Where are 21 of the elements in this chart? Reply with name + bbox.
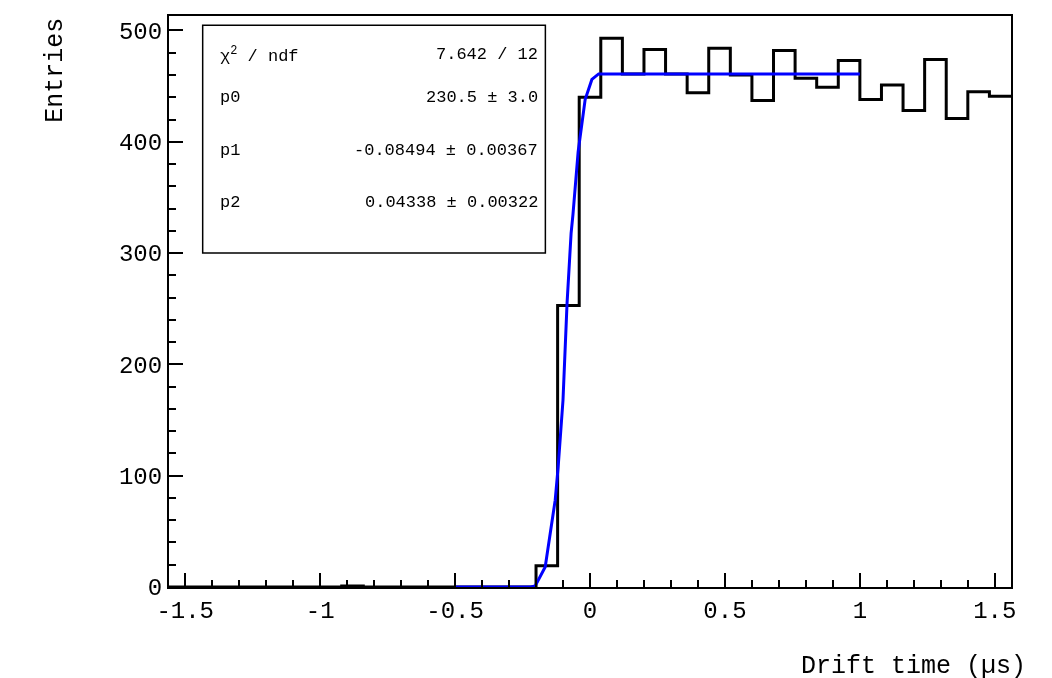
annotation: 0.04338 ± 0.00322	[365, 193, 539, 212]
x-tick-label: 0.5	[703, 597, 747, 625]
y-tick-label: 200	[118, 352, 163, 380]
annotation: p2	[220, 193, 241, 212]
annotation: p0	[220, 88, 241, 107]
x-tick-label: 1	[852, 597, 868, 625]
y-tick-label: 500	[118, 18, 163, 46]
x-tick-label: 1.5	[973, 597, 1017, 625]
x-tick-label: -0.5	[426, 597, 484, 625]
y-tick-label: 300	[118, 241, 163, 269]
y-axis-title: Entries	[40, 17, 70, 123]
x-tick-label: -1	[305, 597, 335, 625]
annotation: χ$^{2}$ / ndf	[220, 44, 299, 67]
x-tick-label: 0	[582, 597, 598, 625]
y-tick-label: 400	[118, 130, 163, 158]
annotation: 7.642 / 12	[436, 45, 539, 64]
y-tick-label: 100	[118, 464, 163, 492]
annotation: p1	[220, 141, 241, 160]
annotation: -0.08494 ± 0.00367	[354, 141, 538, 160]
annotation: 230.5 ± 3.0	[426, 88, 539, 107]
x-axis-title: Drift time (µs)	[801, 652, 1027, 678]
